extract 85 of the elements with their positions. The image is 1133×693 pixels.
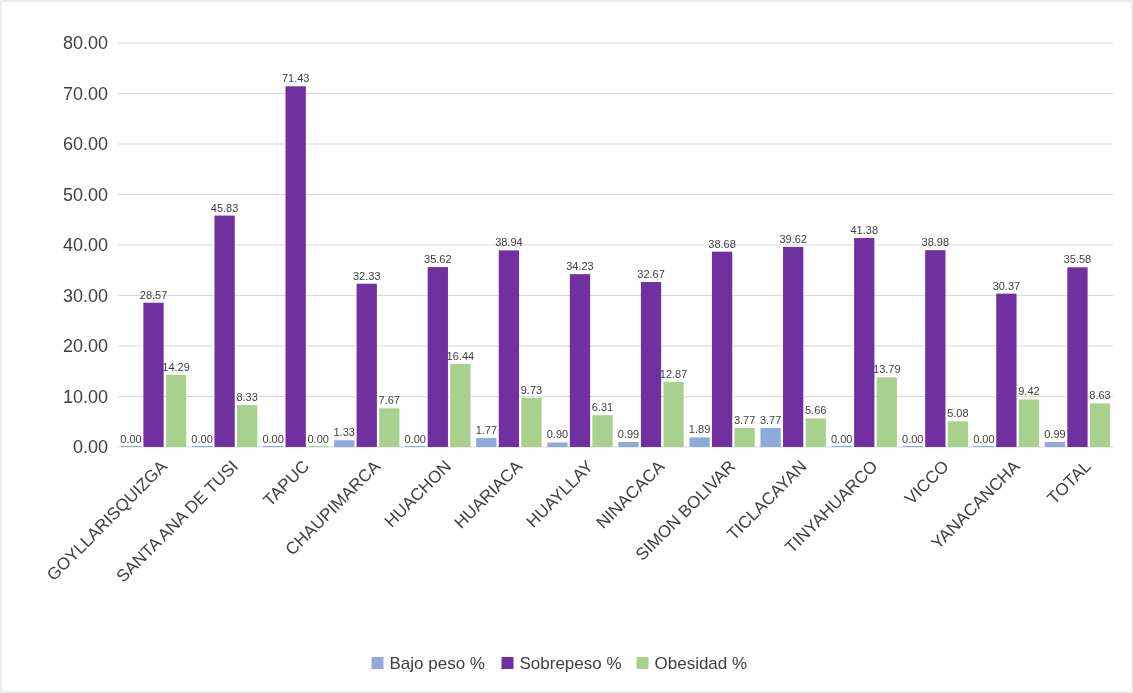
y-tick-label: 30.00 — [62, 285, 108, 306]
bar — [689, 437, 710, 447]
bar — [996, 293, 1017, 447]
data-label: 30.37 — [992, 279, 1021, 292]
bar — [925, 250, 946, 447]
bar — [498, 250, 520, 447]
data-label: 38.94 — [495, 236, 523, 249]
data-label: 34.23 — [566, 260, 594, 273]
data-label: 8.63 — [1089, 389, 1111, 402]
data-label: 13.79 — [873, 363, 901, 376]
bar — [521, 397, 542, 447]
data-label: 28.57 — [139, 288, 168, 301]
data-label: 32.33 — [352, 269, 381, 282]
bar — [214, 215, 235, 447]
data-label: 0.99 — [617, 428, 640, 440]
data-label: 35.58 — [1063, 253, 1092, 266]
bar — [285, 86, 306, 447]
data-label: 39.62 — [779, 232, 807, 245]
bar — [476, 438, 497, 447]
data-label: 7.67 — [378, 394, 401, 407]
data-label: 38.98 — [921, 236, 950, 249]
bar — [356, 283, 377, 447]
bar — [547, 442, 568, 447]
bar — [143, 302, 164, 447]
bar — [711, 251, 733, 447]
data-label: 1.89 — [688, 423, 711, 436]
data-label: 0.00 — [262, 433, 284, 445]
data-label: 0.00 — [902, 433, 924, 445]
bar — [569, 274, 591, 447]
bar — [165, 374, 187, 447]
bar — [237, 404, 258, 447]
bar — [1067, 267, 1088, 447]
data-label: 9.42 — [1018, 385, 1040, 398]
data-label: 0.00 — [191, 433, 213, 445]
legend-label: Bajo peso % — [389, 653, 485, 673]
data-label: 6.31 — [591, 401, 614, 414]
bar — [592, 415, 613, 447]
y-tick-label: 50.00 — [62, 184, 108, 205]
bar — [450, 363, 471, 447]
bar — [947, 421, 969, 447]
data-label: 71.43 — [281, 72, 310, 85]
legend-label: Sobrepeso % — [519, 653, 622, 673]
bar — [1089, 403, 1111, 447]
data-label: 3.77 — [759, 413, 782, 426]
bar — [783, 246, 804, 447]
data-label: 5.08 — [947, 407, 969, 420]
data-label: 3.77 — [733, 413, 756, 426]
data-label: 35.62 — [424, 253, 452, 266]
bar — [379, 408, 400, 447]
y-tick-label: 70.00 — [62, 83, 108, 104]
data-label: 8.33 — [236, 390, 258, 403]
data-label: 38.68 — [708, 237, 736, 250]
bar — [334, 440, 355, 447]
bar — [760, 427, 781, 447]
data-label: 45.83 — [210, 201, 239, 214]
bar — [618, 442, 639, 447]
y-tick-label: 60.00 — [62, 134, 108, 155]
data-label: 5.66 — [805, 404, 827, 417]
y-tick-label: 20.00 — [62, 336, 108, 357]
data-label: 0.99 — [1044, 428, 1066, 440]
bar — [1044, 442, 1066, 447]
data-label: 0.00 — [973, 433, 995, 445]
legend-label: Obesidad % — [654, 653, 748, 673]
data-label: 0.00 — [307, 433, 329, 445]
bar — [876, 377, 897, 447]
bar — [427, 267, 448, 447]
y-tick-label: 80.00 — [62, 33, 108, 54]
bar — [854, 238, 875, 447]
bar — [734, 427, 755, 447]
data-label: 9.73 — [520, 383, 543, 396]
data-label: 1.33 — [333, 426, 355, 439]
data-label: 0.00 — [404, 433, 426, 445]
data-label: 1.77 — [475, 424, 498, 437]
data-label: 0.00 — [830, 433, 853, 445]
bar — [1018, 399, 1040, 447]
y-tick-label: 10.00 — [62, 386, 108, 407]
y-tick-label: 40.00 — [62, 235, 108, 256]
y-tick-label: 0.00 — [72, 437, 108, 458]
data-label: 41.38 — [850, 224, 879, 237]
bar — [805, 418, 826, 447]
data-label: 0.00 — [120, 433, 142, 445]
bar — [640, 282, 662, 447]
data-label: 32.67 — [637, 268, 665, 281]
data-label: 0.90 — [546, 428, 569, 441]
bar — [663, 382, 684, 447]
